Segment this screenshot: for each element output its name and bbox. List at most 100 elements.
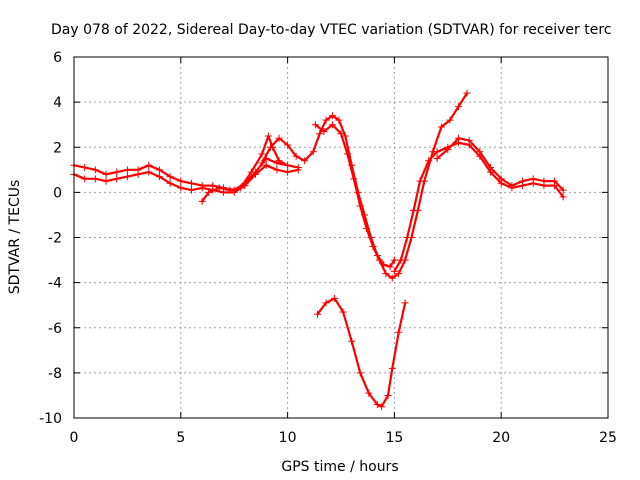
series-trace (314, 92, 469, 280)
data-point (205, 188, 213, 196)
data-point (262, 161, 270, 169)
data-point (386, 263, 394, 271)
data-point (339, 308, 347, 316)
data-point (365, 389, 373, 397)
data-point (320, 127, 328, 135)
data-point (382, 270, 390, 278)
data-point (388, 274, 396, 282)
data-point (356, 202, 364, 210)
data-point (444, 146, 452, 154)
data-point (275, 157, 283, 165)
series-trace (316, 297, 407, 408)
x-tick-label: 20 (492, 430, 510, 446)
y-tick-label: -4 (48, 276, 62, 292)
data-point (375, 256, 383, 264)
data-point (301, 157, 309, 165)
data-point (331, 294, 339, 302)
data-point (559, 193, 567, 201)
data-point (81, 164, 89, 172)
data-point (123, 166, 131, 174)
data-point (155, 166, 163, 174)
y-tick-label: -2 (48, 231, 62, 247)
data-point (519, 177, 527, 185)
data-point (198, 197, 206, 205)
data-point (390, 267, 398, 275)
data-point (487, 164, 495, 172)
data-point (226, 186, 234, 194)
data-point (166, 179, 174, 187)
data-point (454, 134, 462, 142)
data-point (187, 186, 195, 194)
series-arc-3 (198, 132, 292, 205)
x-tick-label: 15 (385, 430, 403, 446)
x-tick-label: 25 (599, 430, 617, 446)
data-point (145, 161, 153, 169)
x-tick-label: 5 (176, 430, 185, 446)
data-point (410, 206, 418, 214)
data-point (220, 188, 228, 196)
data-point (309, 148, 317, 156)
data-point (401, 299, 409, 307)
data-point (311, 121, 319, 129)
data-point (284, 141, 292, 149)
data-point (343, 150, 351, 158)
data-point (508, 182, 516, 190)
data-point (81, 175, 89, 183)
data-point (258, 159, 266, 167)
data-point (395, 270, 403, 278)
y-tick-label: 6 (53, 50, 62, 66)
data-point (373, 400, 381, 408)
data-point (314, 310, 322, 318)
data-point (337, 130, 345, 138)
data-point (113, 168, 121, 176)
y-tick-label: 4 (53, 95, 62, 111)
data-point (384, 391, 392, 399)
data-point (198, 184, 206, 192)
data-point (446, 116, 454, 124)
data-point (134, 170, 142, 178)
data-point (177, 177, 185, 185)
data-point (335, 116, 343, 124)
data-point (397, 256, 405, 264)
y-axis: -10 -8 -6 -4 -2 0 2 4 6 (39, 50, 608, 427)
data-point (284, 168, 292, 176)
data-point (529, 175, 537, 183)
data-point (322, 116, 330, 124)
data-point (363, 224, 371, 232)
y-tick-label: 0 (53, 185, 62, 201)
data-point (388, 364, 396, 372)
x-axis: 0 5 10 15 20 25 (70, 57, 617, 446)
data-point (395, 328, 403, 336)
data-point (348, 337, 356, 345)
data-point (145, 168, 153, 176)
series-trace (72, 164, 300, 194)
data-point (341, 132, 349, 140)
series-arc-4 (258, 112, 398, 271)
data-point (390, 256, 398, 264)
data-point (91, 166, 99, 174)
data-point (425, 157, 433, 165)
data-point (465, 136, 473, 144)
data-point (215, 184, 223, 192)
series-arc-8 (314, 294, 409, 411)
data-point (369, 243, 377, 251)
data-point (454, 103, 462, 111)
data-point (476, 148, 484, 156)
y-tick-label: -8 (48, 366, 62, 382)
data-point (433, 155, 441, 163)
data-point (322, 299, 330, 307)
data-point (273, 166, 281, 174)
series-layer (70, 89, 567, 411)
data-point (102, 177, 110, 185)
data-point (166, 173, 174, 181)
series-arc-1 (70, 155, 302, 194)
data-point (378, 403, 386, 411)
data-point (102, 170, 110, 178)
data-point (497, 175, 505, 183)
series-arc-2 (70, 161, 302, 196)
data-point (264, 132, 272, 140)
y-tick-label: -6 (48, 321, 62, 337)
data-point (437, 123, 445, 131)
data-point (356, 369, 364, 377)
